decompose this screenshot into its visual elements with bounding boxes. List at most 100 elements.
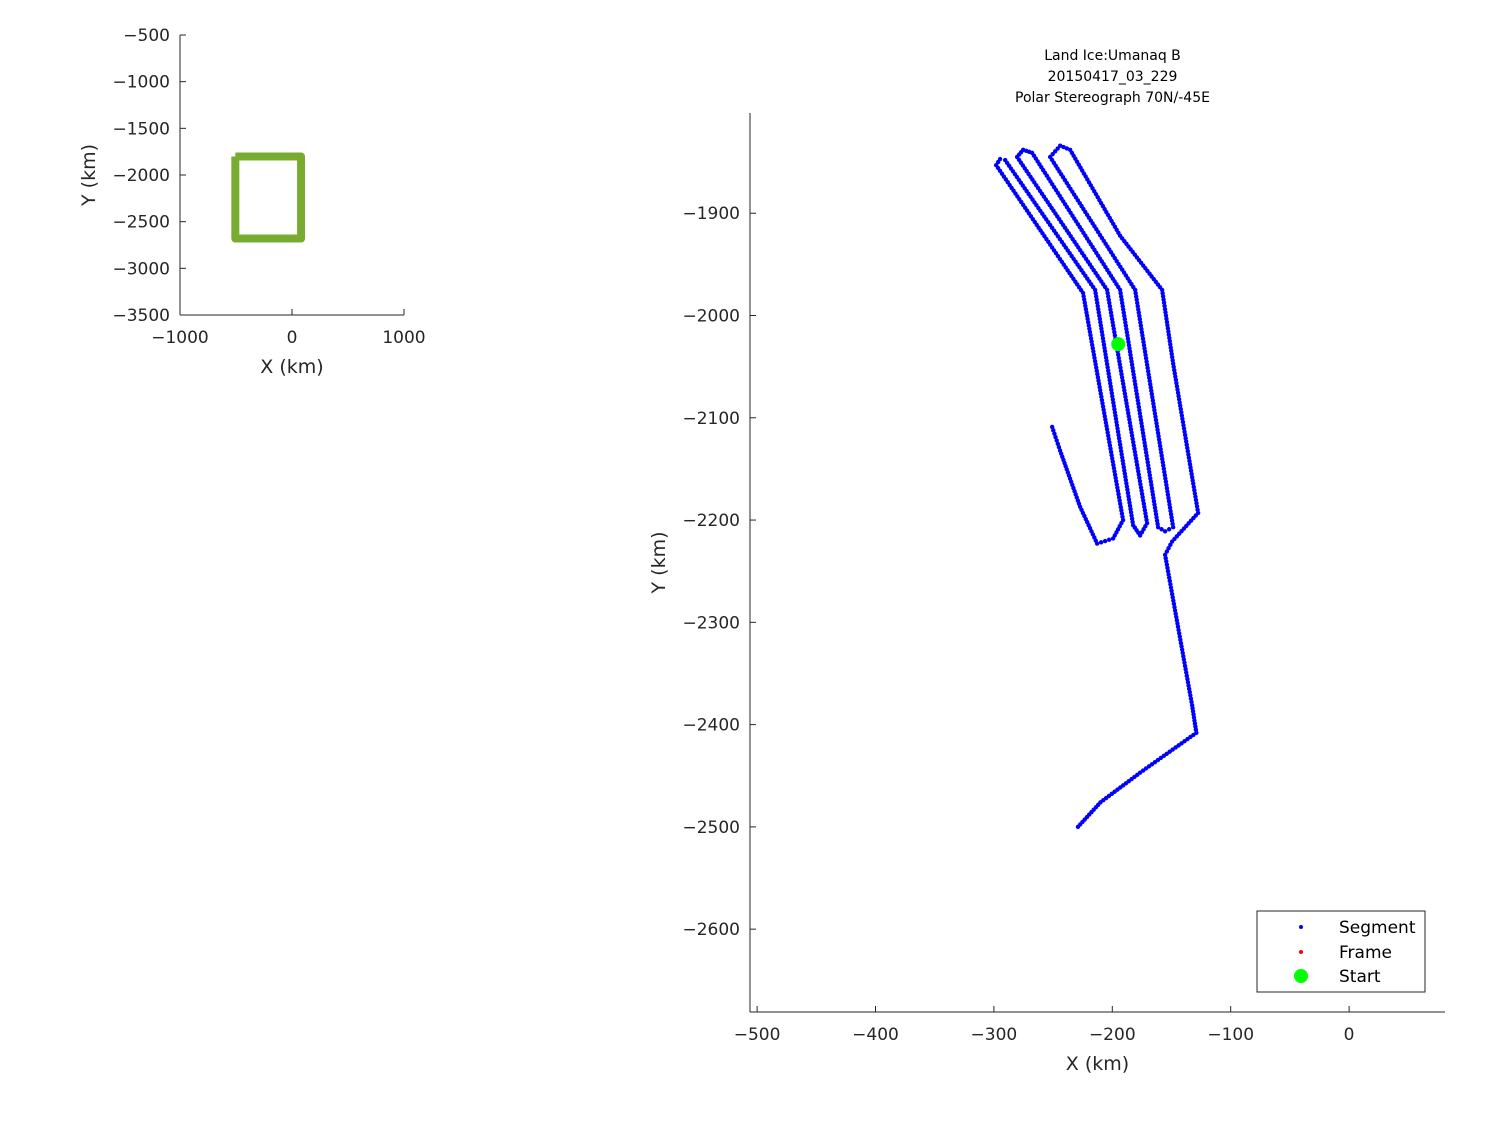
segment-point (1168, 585, 1174, 590)
segment-point (1064, 146, 1070, 151)
segment-point (1108, 449, 1114, 455)
segment-point (1109, 313, 1114, 319)
segment-point (1136, 469, 1141, 474)
segment-point (1164, 482, 1169, 488)
segment-point (1173, 611, 1178, 616)
segment-point (1128, 355, 1134, 361)
segment-point (1102, 414, 1107, 419)
segment-point (1165, 489, 1170, 494)
segment-point (1187, 458, 1192, 464)
segment-point (1164, 559, 1169, 564)
segment-point (1101, 342, 1107, 347)
segment-point (1191, 484, 1196, 490)
segment-point (1052, 149, 1058, 154)
segment-point (1104, 287, 1110, 293)
segment-point (1067, 147, 1073, 153)
segment-point (1127, 346, 1132, 351)
y-tick-label: −1500 (112, 119, 170, 139)
x-tick-label: 0 (287, 328, 298, 348)
segment-point (1119, 508, 1124, 513)
segment-point (1121, 381, 1126, 387)
segment-point (1161, 463, 1166, 468)
segment-point (1181, 657, 1187, 662)
segment-point (1111, 403, 1117, 409)
legend-box (1256, 910, 1426, 993)
segment-point (1162, 469, 1167, 475)
segment-point (1088, 332, 1093, 338)
segment-point (1142, 440, 1147, 445)
segment-point (1140, 333, 1145, 338)
segment-point (1104, 358, 1109, 364)
segment-point (1175, 390, 1181, 395)
segment-point (1053, 434, 1058, 440)
segment-point (1119, 300, 1125, 306)
segment-point (1138, 485, 1144, 490)
segment-point (1083, 303, 1088, 309)
segment-point (1123, 320, 1128, 325)
segment-point (1118, 448, 1124, 454)
segment-point (1081, 297, 1087, 302)
segment-point (1173, 377, 1179, 383)
segment-point (1138, 482, 1143, 487)
segment-point (1101, 339, 1106, 344)
segment-point (1112, 406, 1117, 412)
segment-point (1114, 482, 1119, 487)
segment-point (1106, 537, 1112, 542)
segment-point (1081, 294, 1086, 299)
segment-point (1133, 456, 1139, 461)
segment-point (1164, 486, 1170, 491)
segment-point (1145, 365, 1150, 371)
segment-point (1182, 663, 1188, 669)
segment-point (1146, 372, 1151, 377)
segment-point (1140, 336, 1146, 341)
segment-point (1164, 549, 1170, 554)
legend: Segment Frame Start (1256, 910, 1426, 993)
segment-point (1129, 433, 1135, 438)
segment-point (1158, 450, 1164, 455)
overview-axes: −1000 0 1000 −3500 −3000 −2500 −2000 −1500 −1000… (78, 26, 426, 378)
segment-point (1099, 397, 1105, 403)
segment-point (1180, 419, 1186, 425)
segment-point (1167, 505, 1173, 510)
segment-point (1143, 450, 1149, 455)
segment-point (1094, 368, 1099, 374)
segment-point (1122, 313, 1127, 319)
segment-point (1169, 515, 1174, 520)
segment-point (1165, 492, 1171, 497)
segment-point (1108, 310, 1114, 315)
segment-point (1190, 478, 1195, 483)
segment-point (1087, 326, 1092, 331)
segment-point (1100, 336, 1106, 341)
segment-point (1002, 157, 1008, 163)
segment-point (1177, 634, 1182, 639)
segment-point (1115, 485, 1120, 490)
segment-point (1061, 144, 1066, 150)
segment-point (1051, 428, 1056, 433)
y-tick-label: −2400 (682, 716, 740, 736)
segment-point (1129, 516, 1135, 521)
segment-point (1137, 411, 1143, 416)
segment-point (1148, 479, 1154, 484)
segment-point (1119, 511, 1125, 516)
segment-point (1162, 552, 1168, 558)
segment-point (1110, 397, 1116, 402)
segment-point (1102, 410, 1107, 416)
segment-point (1160, 460, 1165, 465)
segment-point (1134, 297, 1139, 302)
segment-point (1133, 385, 1138, 390)
segment-point (1091, 352, 1097, 357)
segment-point (1123, 477, 1129, 483)
segment-point (1151, 401, 1156, 406)
segment-point (1180, 416, 1185, 421)
segment-point (1104, 423, 1109, 429)
segment-point (1118, 290, 1123, 296)
segment-point (1150, 492, 1156, 497)
segment-point (1142, 346, 1147, 351)
segment-point (1132, 449, 1138, 455)
segment-point (1139, 421, 1144, 426)
segment-point (1096, 307, 1101, 312)
segment-point (1140, 427, 1145, 432)
segment-point (1085, 316, 1090, 322)
segment-point (1178, 640, 1184, 646)
segment-point (1179, 413, 1185, 418)
